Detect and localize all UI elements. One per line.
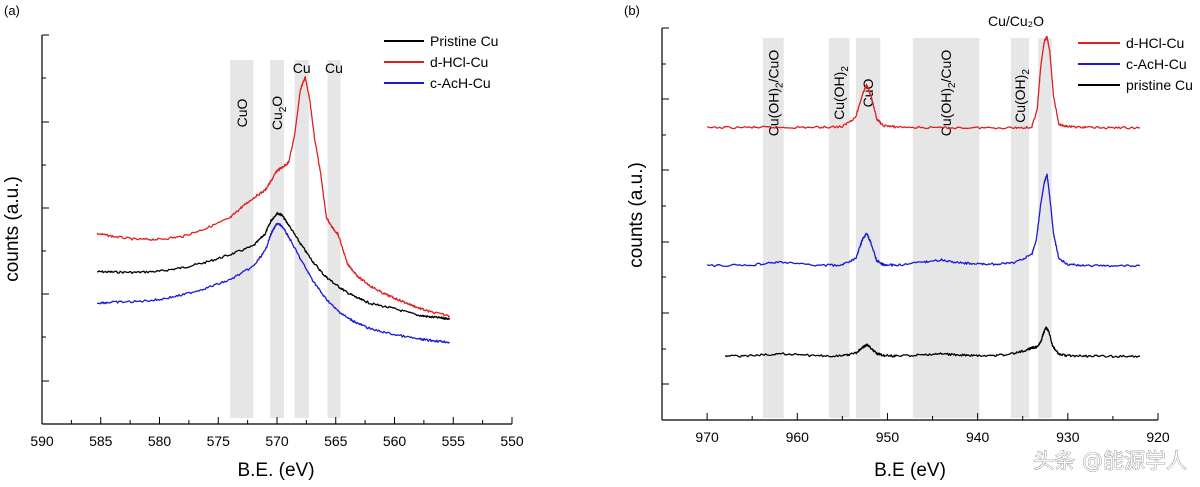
x-tick-label: 930 (1056, 429, 1080, 445)
panel-a-y-axis-title: counts (a.u.) (2, 176, 23, 282)
panel-b-series-lines (706, 35, 1141, 359)
panel-b-x-axis-title: B.E (eV) (874, 460, 946, 481)
panel-a-chart: (a) CuO Cu2O Cu Cu 590 585 580 575 570 565 560 555… (2, 3, 524, 481)
legend-label: d-HCl-Cu (430, 54, 488, 70)
band-1 (269, 60, 285, 418)
band-label-0: CuO (234, 99, 250, 128)
band-3 (327, 60, 341, 418)
x-tick-label: 575 (207, 433, 231, 449)
band-1 (828, 38, 850, 418)
x-tick-label: 950 (876, 429, 900, 445)
band-label-4: Cu(OH)2 (1012, 69, 1032, 123)
legend-label: c-AcH-Cu (1126, 56, 1187, 72)
panel-a-x-ticks: 590 585 580 575 570 565 560 555 550 (30, 417, 524, 449)
watermark-text: 头条 @能源学人 (1033, 449, 1187, 473)
panel-a-series-lines (96, 76, 451, 344)
series-line-c-ach-cu (96, 222, 451, 344)
panel-b-label: (b) (624, 3, 640, 18)
legend-label: d-HCl-Cu (1126, 35, 1184, 51)
x-tick-label: 570 (265, 433, 289, 449)
series-line-d-hcl-cu (706, 35, 1140, 130)
series-line-pristine-cu (724, 326, 1141, 359)
band-2 (294, 60, 309, 418)
panel-b-x-ticks: 970 960 950 940 930 920 (695, 413, 1170, 445)
band-4 (1011, 38, 1030, 418)
x-tick-label: 580 (148, 433, 172, 449)
panel-a-legend: Pristine Cu d-HCl-Cu c-AcH-Cu (384, 33, 498, 91)
series-line-c-ach-cu (706, 173, 1141, 268)
panel-b-top-label: Cu/Cu₂O (988, 13, 1044, 29)
x-tick-label: 940 (966, 429, 990, 445)
panel-a-band-labels: CuO Cu2O Cu Cu (234, 60, 343, 130)
panel-a-bands (230, 60, 341, 418)
band-label-1: Cu(OH)2 (831, 66, 851, 120)
panel-a-x-axis-title: B.E. (eV) (237, 460, 314, 481)
x-tick-label: 550 (500, 433, 524, 449)
band-label-2: Cu (293, 60, 311, 76)
band-label-3: Cu (325, 60, 343, 76)
band-label-1: Cu2O (269, 96, 289, 130)
panel-b-y-ticks (662, 27, 669, 385)
panel-b-bands (763, 38, 1052, 418)
legend-label: Pristine Cu (430, 33, 498, 49)
x-tick-label: 920 (1146, 429, 1170, 445)
panel-b-y-axis-title: counts (a.u.) (626, 162, 647, 268)
band-label-0: Cu(OH)2/CuO (765, 50, 785, 137)
series-line-d-hcl-cu (96, 76, 451, 318)
x-tick-label: 565 (324, 433, 348, 449)
x-tick-label: 585 (89, 433, 113, 449)
panel-b-legend: d-HCl-Cu c-AcH-Cu pristine Cu (1078, 35, 1193, 93)
band-0 (230, 60, 254, 418)
x-tick-label: 560 (383, 433, 407, 449)
panel-a-y-ticks (42, 34, 49, 382)
panel-a-label: (a) (4, 3, 20, 18)
series-line-pristine-cu (97, 211, 451, 320)
legend-label: c-AcH-Cu (430, 75, 491, 91)
legend-label: pristine Cu (1126, 77, 1193, 93)
x-tick-label: 970 (695, 429, 719, 445)
x-tick-label: 960 (786, 429, 810, 445)
x-tick-label: 555 (442, 433, 466, 449)
band-0 (763, 38, 784, 418)
x-tick-label: 590 (30, 433, 54, 449)
band-label-3: Cu(OH)2/CuO (938, 50, 958, 137)
band-5 (1038, 38, 1052, 418)
